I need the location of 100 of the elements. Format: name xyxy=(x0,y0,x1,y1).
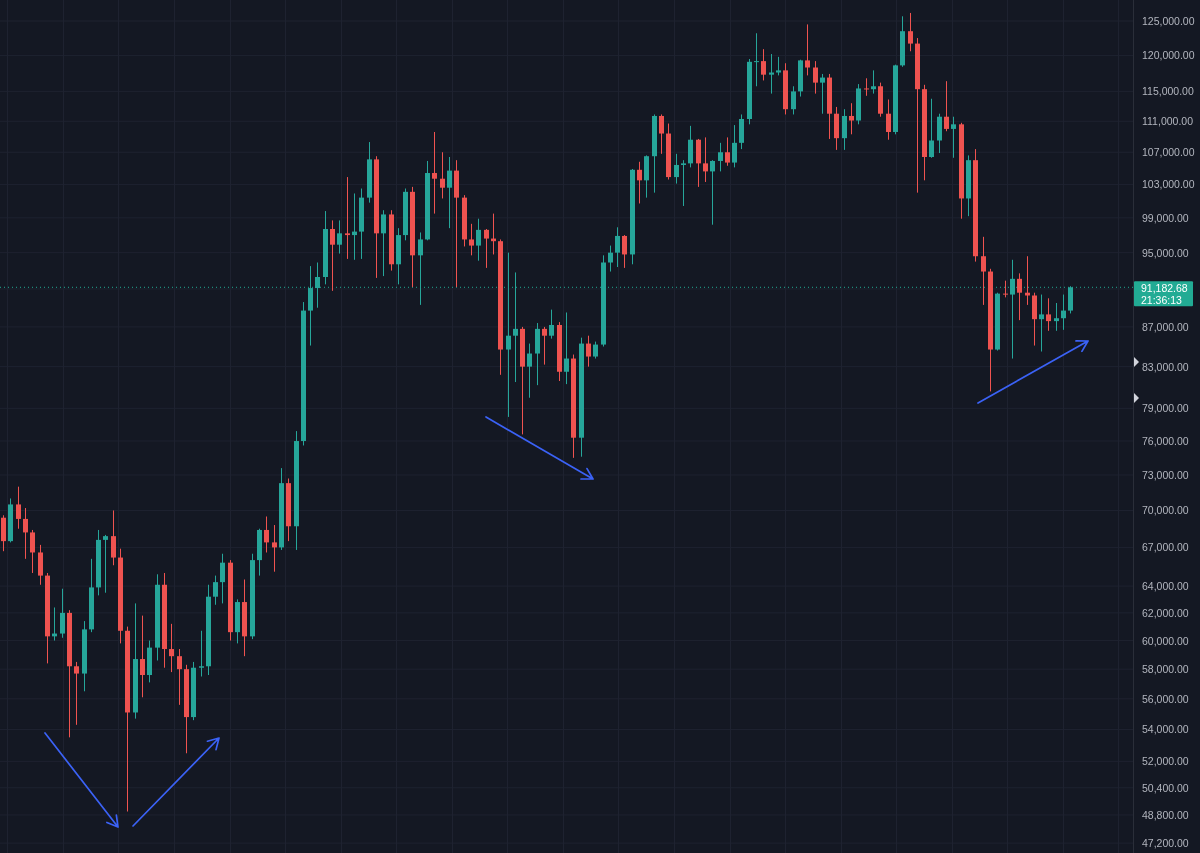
candlestick xyxy=(842,108,847,151)
candlestick xyxy=(637,161,642,204)
candlestick xyxy=(951,116,956,159)
candlestick xyxy=(440,151,445,199)
candlestick xyxy=(1039,294,1044,353)
candlestick xyxy=(761,48,766,81)
y-tick-label: 67,000.00 xyxy=(1142,541,1189,554)
candlestick xyxy=(272,524,277,573)
candlestick xyxy=(769,53,774,95)
candlestick xyxy=(432,131,437,215)
candlestick xyxy=(776,56,781,76)
candlestick xyxy=(1032,292,1037,347)
candlestick xyxy=(506,252,511,418)
text: 21:36:13 xyxy=(1141,294,1183,307)
candlestick xyxy=(549,309,554,340)
candlestick xyxy=(140,615,145,698)
y-tick-label: 125,000.00 xyxy=(1142,15,1195,28)
y-tick-label: 115,000.00 xyxy=(1142,85,1194,98)
candlestick xyxy=(103,534,108,594)
candlestick xyxy=(60,588,65,639)
candlestick xyxy=(754,32,759,87)
candlestick xyxy=(622,234,627,269)
candlestick xyxy=(23,507,28,560)
candlestick xyxy=(864,77,869,97)
candlestick xyxy=(74,661,79,726)
y-tick-label: 48,800.00 xyxy=(1142,808,1189,821)
y-tick-label: 60,000.00 xyxy=(1142,634,1189,647)
y-tick-label: 47,200.00 xyxy=(1142,837,1189,850)
y-tick-label: 58,000.00 xyxy=(1142,663,1189,676)
candlestick xyxy=(169,623,174,673)
candlestick xyxy=(718,142,723,172)
candlestick xyxy=(791,85,796,115)
y-tick-label: 64,000.00 xyxy=(1142,580,1189,593)
y-tick-label: 50,400.00 xyxy=(1142,781,1189,794)
candlestick xyxy=(418,231,423,306)
ref-line-label: 91,182.68 xyxy=(1141,282,1188,295)
candlestick xyxy=(739,113,744,150)
candlestick xyxy=(1054,302,1059,332)
candlestick xyxy=(732,124,737,168)
candlestick xyxy=(345,176,350,260)
candlestick xyxy=(849,102,854,135)
candlestick xyxy=(476,218,481,262)
candlestick xyxy=(16,486,21,530)
candlestick xyxy=(703,136,708,183)
y-tick-label: 56,000.00 xyxy=(1142,692,1189,705)
y-tick-label: 87,000.00 xyxy=(1142,320,1189,333)
candlestick xyxy=(981,236,986,306)
candlestick xyxy=(608,245,613,273)
candlestick xyxy=(447,156,452,229)
candlestick xyxy=(696,138,701,188)
candlestick xyxy=(30,529,35,574)
y-tick-label: 62,000.00 xyxy=(1142,606,1189,619)
candlestick xyxy=(38,544,43,586)
candlestick xyxy=(710,159,715,226)
candlestick xyxy=(688,125,693,168)
candlestick xyxy=(330,219,335,292)
candlestick xyxy=(199,630,204,677)
y-tick-label: 70,000.00 xyxy=(1142,504,1189,517)
y-tick-label: 95,000.00 xyxy=(1142,246,1189,259)
candlestick xyxy=(937,113,942,154)
y-tick-label: 103,000.00 xyxy=(1142,178,1195,191)
candlestick xyxy=(542,326,547,366)
candlestick xyxy=(725,136,730,167)
candlestick xyxy=(681,159,686,207)
candlestick xyxy=(564,311,569,385)
y-tick-label: 52,000.00 xyxy=(1142,755,1189,768)
y-tick-label: 54,000.00 xyxy=(1142,723,1189,736)
y-tick-label: 111,000.00 xyxy=(1142,115,1194,128)
candlestick xyxy=(908,12,913,52)
candlestick xyxy=(469,223,474,256)
candlestick xyxy=(213,575,218,606)
y-tick-label: 120,000.00 xyxy=(1142,49,1195,62)
candlestick xyxy=(337,219,342,255)
candlestick xyxy=(586,335,591,368)
candlestick xyxy=(177,648,182,706)
y-tick-label: 73,000.00 xyxy=(1142,469,1189,482)
candlestick xyxy=(381,209,386,277)
candlestick xyxy=(813,60,818,95)
candlestick xyxy=(659,113,664,155)
y-tick-label: 76,000.00 xyxy=(1142,435,1189,448)
y-tick-label: 79,000.00 xyxy=(1142,402,1189,415)
candlestick xyxy=(805,23,810,76)
candlestick xyxy=(1046,297,1051,332)
candlestick xyxy=(111,509,116,566)
candlestick xyxy=(1061,294,1066,331)
y-tick-label: 99,000.00 xyxy=(1142,211,1189,224)
candlestick xyxy=(484,228,489,269)
candlestick xyxy=(1,514,6,552)
candlestick xyxy=(1068,285,1073,314)
candlestick xyxy=(820,73,825,115)
candlestick xyxy=(527,343,532,399)
y-tick-label: 83,000.00 xyxy=(1142,360,1189,373)
candlestick xyxy=(264,515,269,553)
candlestick xyxy=(1017,272,1022,321)
candlestick xyxy=(615,226,620,268)
candlestick xyxy=(674,153,679,185)
candlestick xyxy=(929,98,934,159)
candlestick xyxy=(886,99,891,141)
candlestick xyxy=(871,69,876,95)
candlestick xyxy=(220,553,225,604)
